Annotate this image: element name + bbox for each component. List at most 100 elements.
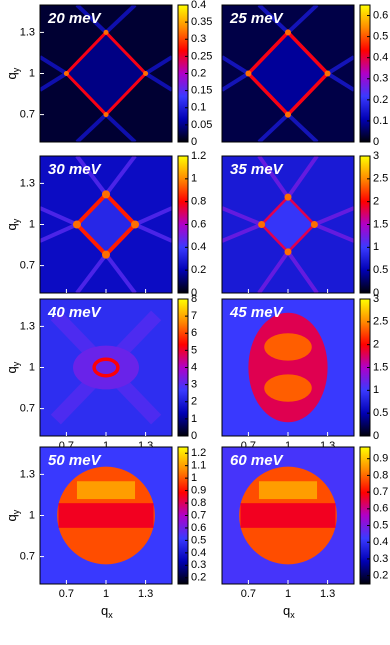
decor <box>310 221 318 228</box>
colorbar-tick-label: 1 <box>373 241 379 253</box>
colorbar-tick-label: 3 <box>373 293 379 305</box>
decor <box>144 55 172 76</box>
colorbar-tick-label: 1.5 <box>373 218 388 230</box>
x-axis-label-text: q <box>283 603 290 618</box>
colorbar-tick-label: 0.1 <box>191 102 206 114</box>
decor <box>326 55 354 76</box>
decor <box>245 70 252 77</box>
colorbar-tick-label: 5 <box>191 344 197 356</box>
colorbar-tick-label: 1.2 <box>191 150 206 162</box>
decor <box>134 206 172 227</box>
colorbar-tick-label: 0.2 <box>191 572 206 584</box>
heatmap <box>40 299 172 436</box>
colorbar-tick-label: 0 <box>373 287 379 299</box>
heatmap <box>222 5 354 142</box>
decor <box>326 71 354 92</box>
x-tick-label: 1.3 <box>320 588 335 600</box>
colorbar-tick-label: 0.7 <box>191 509 206 521</box>
colorbar-tick-label: 0.4 <box>191 547 206 559</box>
colorbar-tick-label: 7 <box>191 310 197 322</box>
colorbar-tick-label: 0 <box>191 136 197 148</box>
y-axis-label-sub: y <box>11 218 21 223</box>
colorbar-tick-label: 8 <box>191 293 197 305</box>
y-tick-label: 1.3 <box>20 320 35 332</box>
colorbar-tick-label: 2 <box>373 339 379 351</box>
x-tick-label: 1.3 <box>138 588 153 600</box>
y-tick-label: 1.3 <box>20 26 35 38</box>
heatmap <box>222 299 354 436</box>
frame <box>221 4 355 143</box>
colorbar-tick-label: 0 <box>373 430 379 442</box>
y-axis-label: qy <box>4 509 21 521</box>
colorbar-tick-label: 0.5 <box>373 264 388 276</box>
colorbar-tick-label: 1.1 <box>191 460 206 472</box>
decor <box>222 206 263 227</box>
colorbar-tick-label: 0.7 <box>373 486 388 498</box>
decor <box>104 5 137 34</box>
colorbar-tick-label: 2 <box>373 196 379 208</box>
colorbar-tick-label: 1 <box>191 413 197 425</box>
y-axis-label: qy <box>4 218 21 230</box>
y-axis-label-text: q <box>4 223 19 230</box>
colorbar-tick-label: 0.4 <box>191 241 206 253</box>
decor <box>104 253 137 293</box>
y-tick-label: 0.7 <box>20 260 35 272</box>
decor <box>313 206 354 227</box>
y-axis-label-text: q <box>4 514 19 521</box>
y-tick-label: 1 <box>29 67 35 79</box>
colorbar-tick-label: 0.3 <box>373 73 388 85</box>
colorbar-tick-label: 0.8 <box>191 196 206 208</box>
colorbar-tick-label: 3 <box>373 150 379 162</box>
colorbar-tick-label: 0.9 <box>373 453 388 465</box>
decor <box>73 345 139 390</box>
panel-label: 35 meV <box>230 161 285 178</box>
decor <box>40 222 78 243</box>
colorbar-tick-label: 0.4 <box>191 0 206 11</box>
decor <box>286 113 319 142</box>
x-axis-label-text: q <box>101 603 108 618</box>
decor <box>131 220 140 229</box>
decor <box>40 55 68 76</box>
colorbar-tick-label: 0 <box>373 136 379 148</box>
colorbar-tick-label: 0.1 <box>373 115 388 127</box>
decor <box>102 250 110 259</box>
y-tick-label: 1 <box>29 361 35 373</box>
decor <box>286 5 319 34</box>
y-axis-label-text: q <box>4 72 19 79</box>
decor <box>75 5 108 34</box>
decor <box>143 71 149 76</box>
decor <box>264 333 312 361</box>
colorbar-tick-label: 0.6 <box>373 9 388 21</box>
panel-label: 25 meV <box>229 10 285 27</box>
x-tick-label: 1 <box>103 588 109 600</box>
x-tick-label: 0.7 <box>59 588 74 600</box>
y-axis-label-text: q <box>4 366 19 373</box>
decor <box>40 71 68 92</box>
x-tick-label: 1 <box>103 440 109 452</box>
colorbar <box>359 4 371 143</box>
colorbar-tick-label: 4 <box>191 361 197 373</box>
decor <box>222 71 250 92</box>
decor <box>40 206 78 227</box>
panel-label: 50 meV <box>48 452 103 469</box>
colorbar-tick-label: 0.25 <box>191 50 212 62</box>
colorbar-tick-label: 2.5 <box>373 316 388 328</box>
panel-label: 60 meV <box>230 452 285 469</box>
x-axis-label: qx <box>101 603 113 620</box>
y-tick-label: 1.3 <box>20 177 35 189</box>
decor <box>285 111 291 118</box>
colorbar-tick-label: 0.8 <box>373 469 388 481</box>
y-axis-label-sub: y <box>11 361 21 366</box>
colorbar-tick-label: 1.5 <box>373 361 388 373</box>
y-axis-label-sub: y <box>11 509 21 514</box>
decor <box>103 112 109 118</box>
decor <box>240 503 336 528</box>
decor <box>324 70 331 77</box>
y-axis-label-sub: y <box>11 67 21 72</box>
colorbar-tick-label: 0.4 <box>373 52 388 64</box>
colorbar-tick-label: 0.5 <box>373 31 388 43</box>
decor <box>286 250 319 293</box>
y-tick-label: 0.7 <box>20 109 35 121</box>
decor <box>58 503 154 528</box>
